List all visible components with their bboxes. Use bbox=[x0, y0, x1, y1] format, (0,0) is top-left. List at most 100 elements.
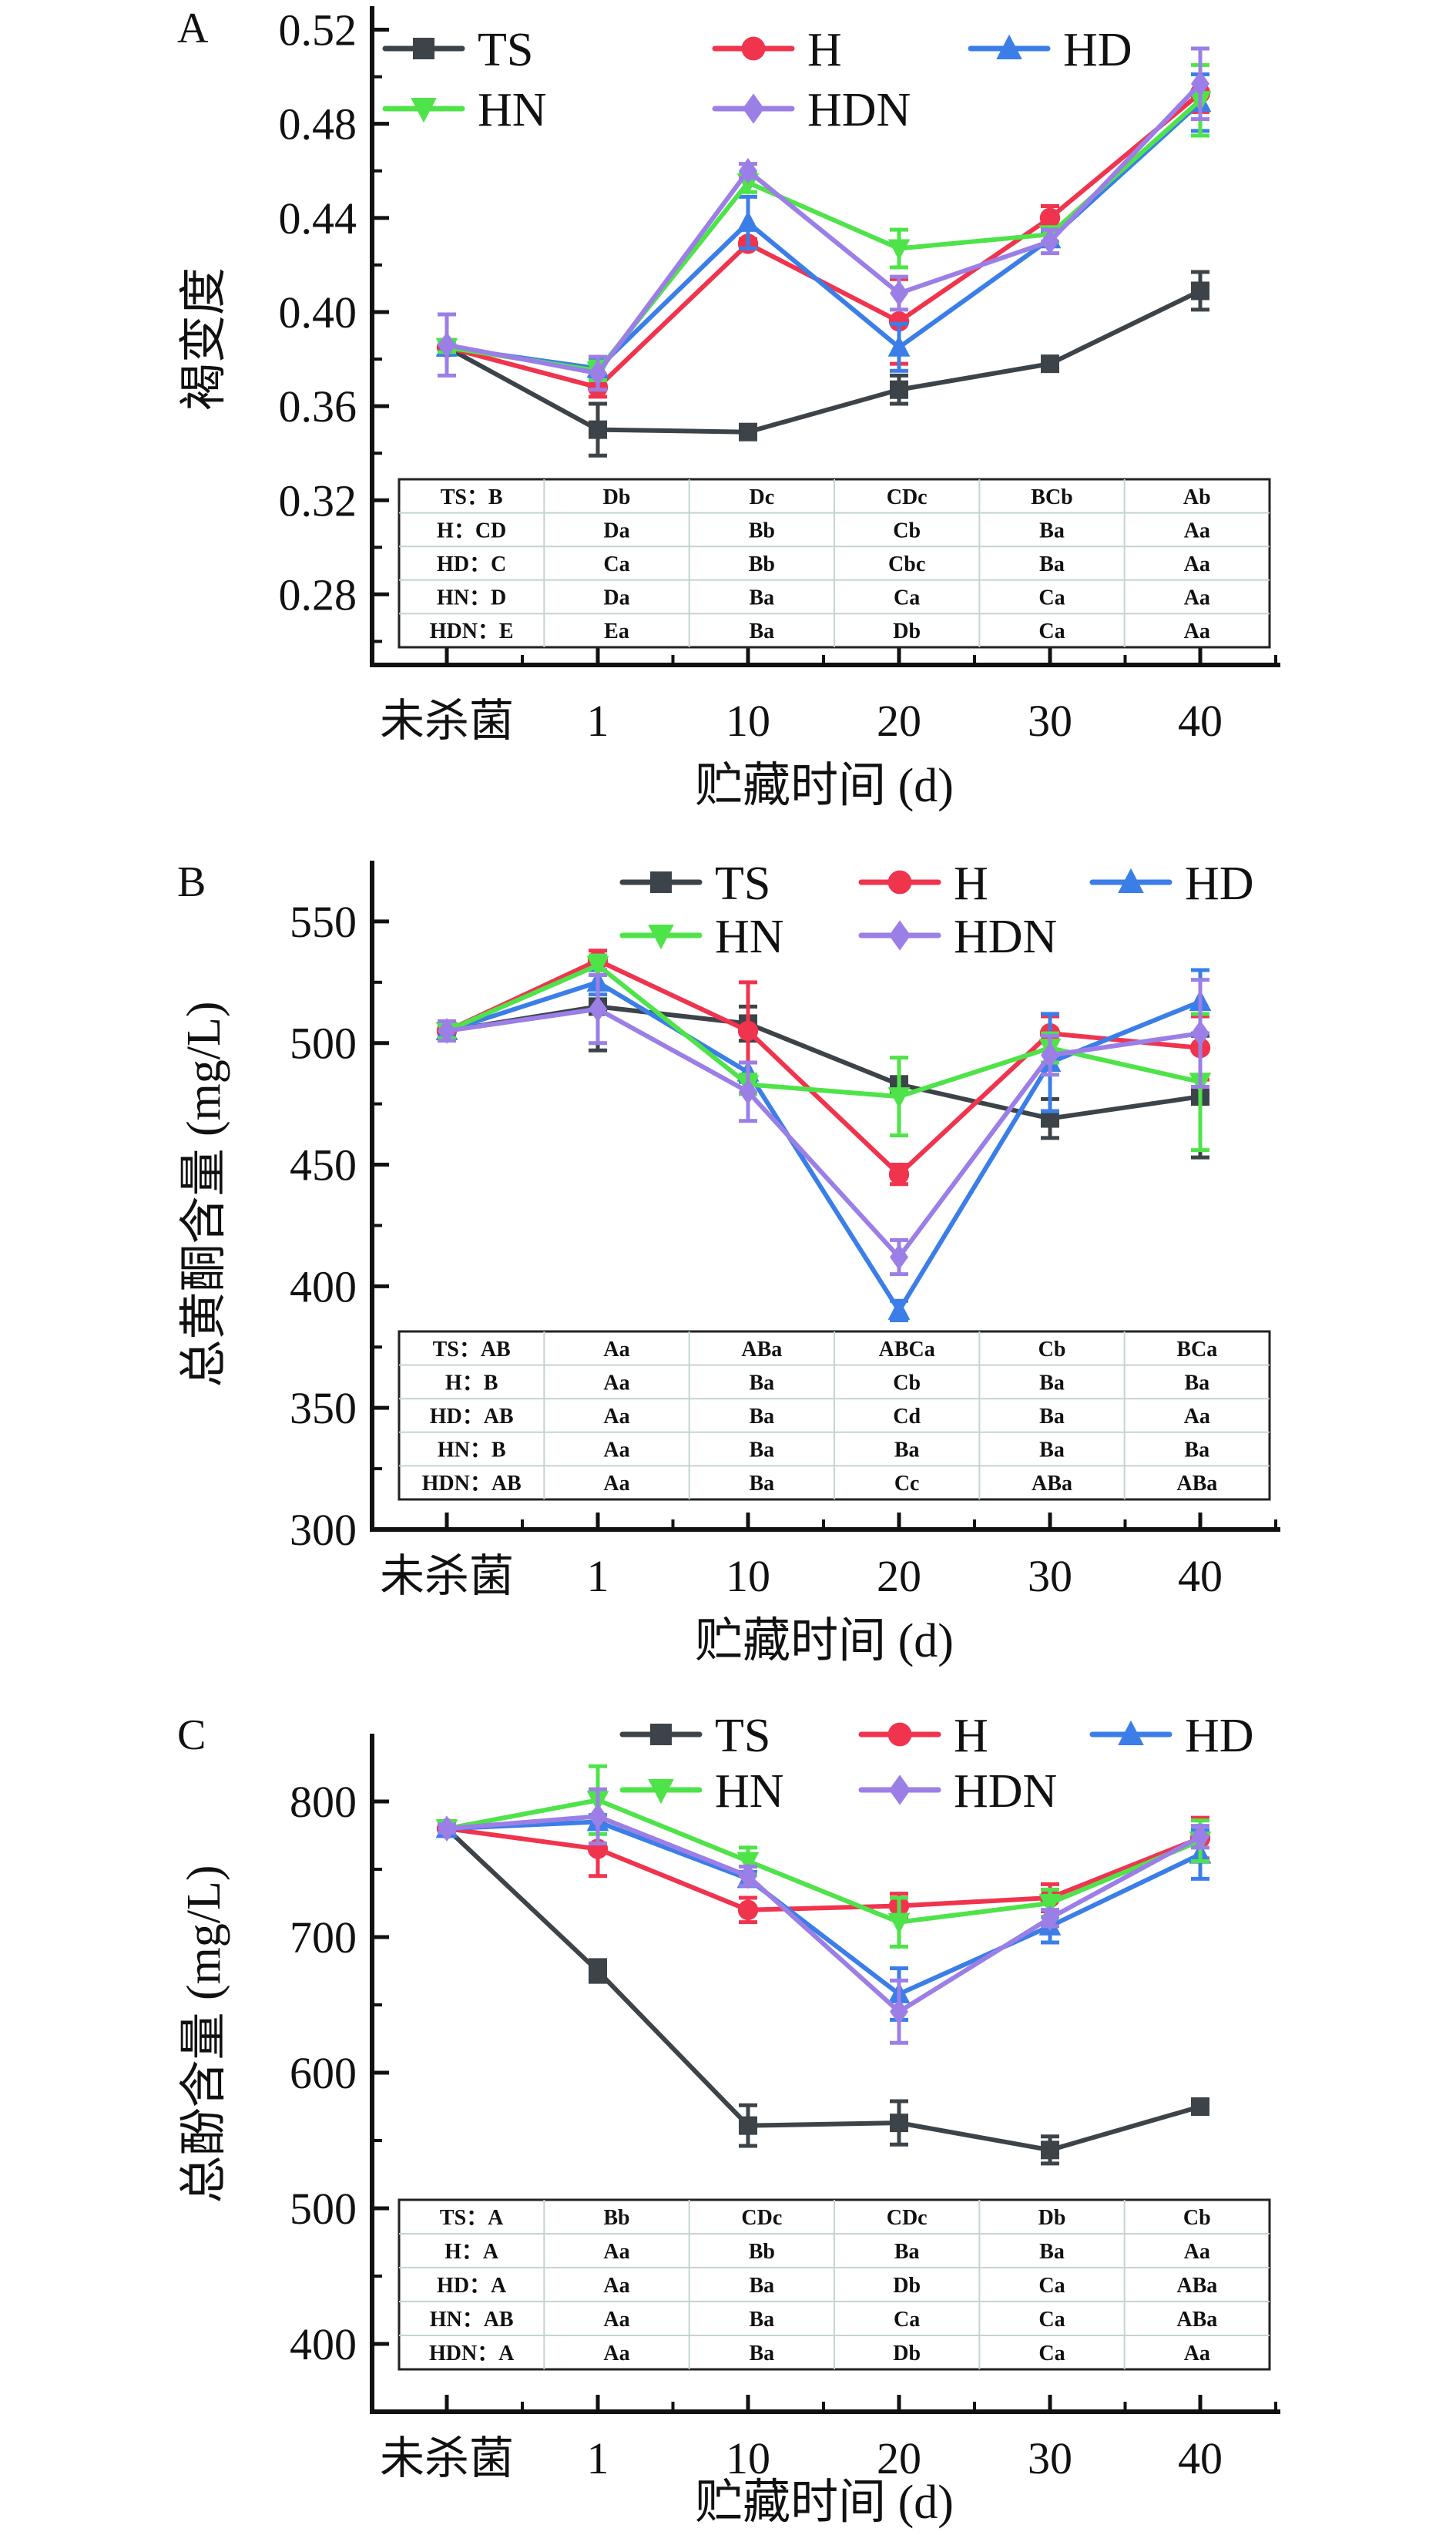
x-tick-label: 1 bbox=[587, 1551, 609, 1601]
table-cell: ABCa bbox=[879, 1338, 935, 1362]
legend-label: HN bbox=[715, 1765, 784, 1818]
series-line bbox=[446, 1826, 1202, 1912]
table-cell: Ba bbox=[894, 1439, 920, 1462]
legend-marker bbox=[743, 93, 764, 124]
table-row-header: TS：B bbox=[441, 485, 503, 509]
legend-marker bbox=[648, 925, 674, 950]
legend-item-hd: HD bbox=[968, 24, 1132, 76]
table-cell: Aa bbox=[1184, 586, 1210, 610]
data-point bbox=[887, 335, 911, 357]
data-point bbox=[739, 2116, 757, 2135]
table-row-header: H：B bbox=[445, 1371, 498, 1395]
legend-label: HD bbox=[1063, 24, 1132, 76]
legend-marker bbox=[887, 1722, 912, 1747]
legend-marker bbox=[650, 871, 672, 893]
table-cell: Aa bbox=[603, 2308, 629, 2332]
table-cell: Ca bbox=[1038, 2308, 1065, 2332]
x-tick-label: 10 bbox=[726, 696, 770, 746]
y-tick-label: 400 bbox=[290, 2319, 357, 2369]
panel-letter: B bbox=[177, 858, 206, 906]
table-cell: BCb bbox=[1031, 485, 1072, 509]
series-line bbox=[445, 288, 1202, 435]
table-row-header: H：CD bbox=[437, 519, 506, 542]
plot-area: 0.28 0.32 0.36 0.40 0.44 0.48 0.52 未杀菌 1 10 20 30 40… bbox=[279, 5, 1280, 746]
data-point bbox=[1191, 2097, 1209, 2116]
significance-table: TS：B Db Dc CDc BCb Ab H：CD Da Bb Cb Ba Aa HD：C Ca Bb Cb… bbox=[398, 478, 1271, 649]
legend-marker bbox=[889, 1774, 911, 1805]
table-cell: Ba bbox=[1184, 1439, 1209, 1462]
table-cell: Ba bbox=[749, 2308, 774, 2332]
data-point bbox=[739, 422, 757, 442]
table-cell: ABa bbox=[741, 1338, 782, 1362]
y-tick-label: 800 bbox=[290, 1777, 357, 1827]
table-cell: Ca bbox=[894, 586, 920, 610]
legend-marker bbox=[996, 34, 1022, 59]
table-cell: ABa bbox=[1176, 2274, 1217, 2298]
significance-table: TS：AB Aa ABa ABCa Cb BCa H：B Aa Ba Cb Ba Ba HD：AB Aa B… bbox=[398, 1330, 1271, 1501]
y-tick-label: 500 bbox=[290, 1019, 357, 1069]
x-tick-label: 40 bbox=[1178, 696, 1223, 746]
table-cell: Db bbox=[893, 2342, 921, 2365]
table-cell: Ca bbox=[603, 552, 629, 576]
y-tick-label: 0.44 bbox=[279, 193, 357, 243]
x-tick-label: 1 bbox=[587, 696, 609, 746]
table-cell: Cb bbox=[1038, 1338, 1066, 1362]
data-point bbox=[890, 2114, 908, 2133]
data-point bbox=[1039, 207, 1061, 229]
data-point bbox=[1041, 1042, 1059, 1069]
table-row-header: H：A bbox=[445, 2240, 499, 2264]
data-point bbox=[737, 1020, 759, 1042]
table-cell: Bb bbox=[603, 2206, 629, 2230]
panel-b: B 总黄酮含量 (mg/L) 贮藏时间 (d) 300 350 400 450 500 5… bbox=[177, 858, 1280, 1667]
legend: TS H HD HN HDN bbox=[382, 24, 1132, 136]
data-point bbox=[438, 1815, 456, 1842]
y-tick-label: 500 bbox=[290, 2184, 357, 2234]
legend-item-hdn: HDN bbox=[858, 911, 1057, 963]
y-axis-title: 总黄酮含量 (mg/L) bbox=[178, 1001, 230, 1387]
panel-c: C 总酚含量 (mg/L) 贮藏时间 (d) 400 500 600 700 800 未杀… bbox=[177, 1710, 1280, 2529]
table-row-header: HN：B bbox=[438, 1439, 506, 1462]
legend-label: HD bbox=[1185, 1710, 1254, 1762]
table-cell: Ca bbox=[1038, 619, 1065, 643]
series-line bbox=[445, 958, 1201, 1177]
table-cell: Cc bbox=[894, 1472, 920, 1496]
legend-item-hn: HN bbox=[619, 1765, 784, 1818]
legend-marker bbox=[648, 1779, 674, 1805]
table-cell: Db bbox=[603, 485, 631, 509]
table-cell: Ba bbox=[1039, 1405, 1065, 1429]
table-cell: Ca bbox=[1038, 2342, 1065, 2365]
table-cell: Db bbox=[1038, 2206, 1066, 2230]
data-point bbox=[438, 1018, 456, 1044]
plot-area: 300 350 400 450 500 550 未杀菌 1 10 20 30 40 TS：AB Aa ABa… bbox=[290, 858, 1280, 1601]
table-cell: Ba bbox=[749, 1472, 774, 1496]
y-tick-label: 400 bbox=[290, 1261, 357, 1311]
y-tick-label: 0.32 bbox=[279, 475, 357, 525]
table-cell: Ba bbox=[749, 586, 774, 610]
legend-label: HN bbox=[478, 84, 547, 136]
table-cell: Ba bbox=[749, 2274, 774, 2298]
table-cell: Aa bbox=[1184, 552, 1210, 576]
legend-marker bbox=[741, 36, 766, 61]
table-row-header: HN：D bbox=[437, 586, 506, 610]
data-point bbox=[1041, 228, 1059, 255]
legend-marker bbox=[1118, 868, 1144, 893]
y-tick-label: 0.28 bbox=[279, 569, 357, 619]
table-cell: Aa bbox=[1184, 2240, 1210, 2264]
data-point bbox=[589, 420, 607, 439]
data-point bbox=[888, 311, 910, 332]
legend-item-h: H bbox=[712, 24, 842, 76]
x-tick-label: 20 bbox=[877, 1551, 921, 1601]
data-point bbox=[736, 210, 760, 232]
y-tick-label: 450 bbox=[290, 1140, 357, 1190]
data-point bbox=[890, 380, 908, 399]
table-cell: Aa bbox=[1184, 519, 1210, 542]
table-cell: ABa bbox=[1032, 1472, 1072, 1496]
table-cell: Ba bbox=[1184, 1371, 1209, 1395]
y-tick-label: 0.52 bbox=[279, 5, 357, 55]
table-cell: Ba bbox=[749, 2342, 774, 2365]
panel-letter: A bbox=[177, 5, 209, 52]
data-point bbox=[1041, 1905, 1059, 1932]
table-cell: Bb bbox=[749, 552, 775, 576]
y-axis-title: 褐变度 bbox=[178, 267, 230, 411]
data-point bbox=[586, 955, 609, 978]
